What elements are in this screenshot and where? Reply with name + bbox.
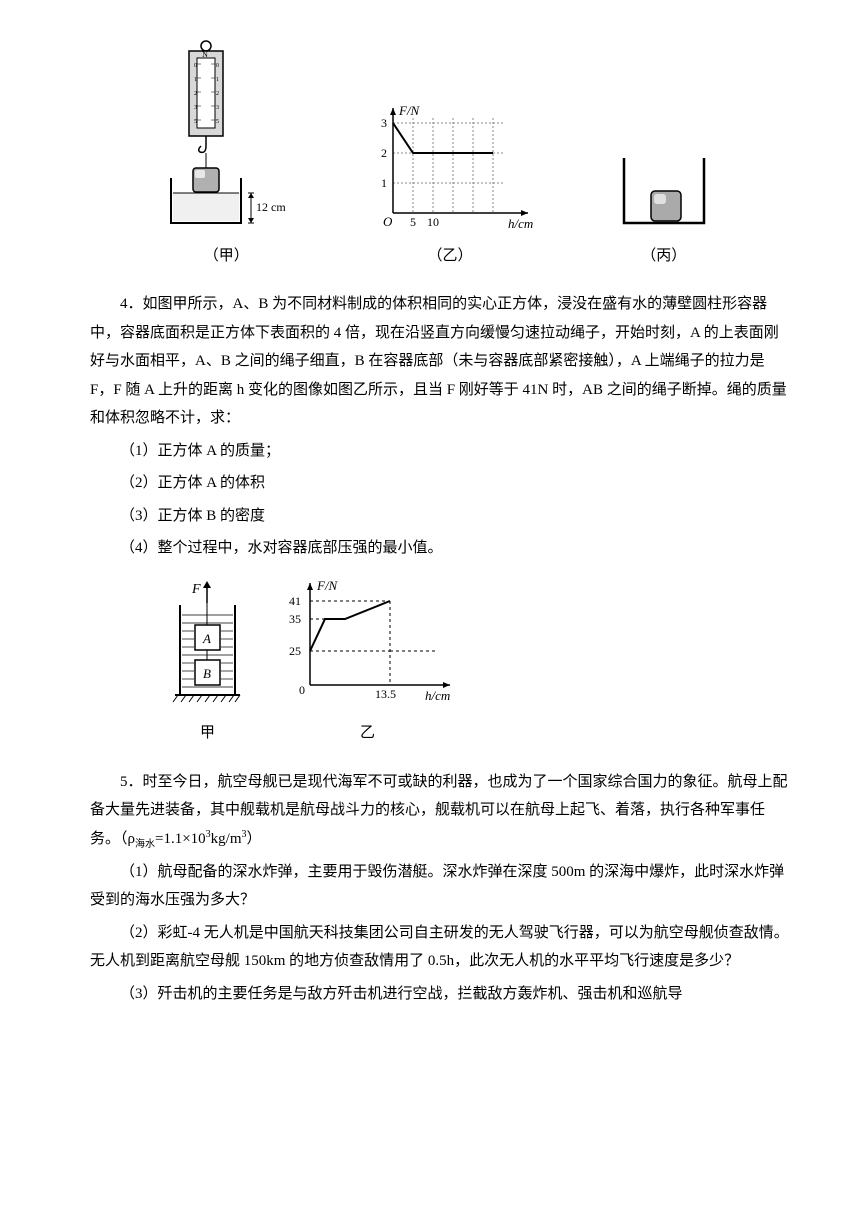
svg-text:10: 10 bbox=[427, 215, 439, 229]
svg-text:2: 2 bbox=[194, 91, 197, 97]
svg-text:25: 25 bbox=[289, 644, 301, 658]
q5-stem-sub: 海水 bbox=[135, 839, 155, 850]
svg-text:41: 41 bbox=[289, 594, 301, 608]
figure-yi-2: F/N h/cm 41 35 25 0 13.5 乙 bbox=[275, 575, 460, 748]
svg-text:0: 0 bbox=[194, 63, 197, 69]
fig-label-jia-1: （甲） bbox=[204, 242, 249, 271]
q5-stem-c: kg/m bbox=[211, 831, 242, 847]
svg-text:3: 3 bbox=[381, 116, 387, 130]
x-axis-label-1: h/cm bbox=[508, 216, 533, 231]
q4-stem: 4．如图甲所示，A、B 为不同材料制成的体积相同的实心正方体，浸没在盛有水的薄壁… bbox=[90, 290, 790, 433]
svg-text:5: 5 bbox=[216, 119, 219, 125]
svg-text:1: 1 bbox=[381, 176, 387, 190]
fig-label-yi-2: 乙 bbox=[360, 719, 375, 748]
svg-text:0: 0 bbox=[216, 63, 219, 69]
svg-text:1: 1 bbox=[216, 77, 219, 83]
fig-label-bing-1: （丙） bbox=[641, 242, 686, 271]
q4-s1: （1）正方体 A 的质量； bbox=[90, 437, 790, 466]
fig-label-yi-1: （乙） bbox=[427, 242, 472, 271]
y-axis-label-2: F/N bbox=[316, 578, 339, 593]
x-tick-135: 13.5 bbox=[375, 687, 396, 701]
svg-text:5: 5 bbox=[410, 215, 416, 229]
svg-text:3: 3 bbox=[194, 105, 197, 111]
figure-bing-1: （丙） bbox=[609, 148, 719, 271]
x-axis-label-2: h/cm bbox=[425, 688, 450, 703]
q5-stem-d: ） bbox=[247, 831, 262, 847]
F-label: F bbox=[191, 582, 201, 597]
container-ab: F A B bbox=[170, 575, 245, 715]
figure-row-1: N 0 0 1 1 2 2 3 3 5 5 bbox=[90, 40, 790, 270]
graph-yi-2: F/N h/cm 41 35 25 0 13.5 bbox=[275, 575, 460, 715]
figure-row-2: F A B bbox=[170, 578, 790, 748]
q4-s3: （3）正方体 B 的密度 bbox=[90, 502, 790, 531]
figure-yi-1: F/N h/cm 1 2 3 O 5 10 （乙） bbox=[363, 103, 538, 271]
scale-unit: N bbox=[202, 50, 208, 59]
figure-jia-1: N 0 0 1 1 2 2 3 3 5 5 bbox=[161, 38, 291, 271]
A-label: A bbox=[202, 631, 211, 646]
figure-jia-2: F A B bbox=[170, 575, 245, 748]
svg-text:1: 1 bbox=[194, 77, 197, 83]
q4-s4: （4）整个过程中，水对容器底部压强的最小值。 bbox=[90, 534, 790, 563]
svg-text:O: O bbox=[383, 214, 393, 229]
q5-s2: （2）彩虹-4 无人机是中国航天科技集团公司自主研发的无人驾驶飞行器，可以为航空… bbox=[90, 919, 790, 976]
svg-text:0: 0 bbox=[299, 683, 305, 697]
q5-s1: （1）航母配备的深水炸弹，主要用于毁伤潜艇。深水炸弹在深度 500m 的深海中爆… bbox=[90, 858, 790, 915]
fig-label-jia-2: 甲 bbox=[200, 719, 215, 748]
container-bing bbox=[609, 148, 719, 238]
svg-text:2: 2 bbox=[216, 91, 219, 97]
height-label: 12 cm bbox=[256, 200, 286, 214]
graph-yi-1: F/N h/cm 1 2 3 O 5 10 bbox=[363, 103, 538, 238]
svg-text:5: 5 bbox=[194, 119, 197, 125]
svg-text:2: 2 bbox=[381, 146, 387, 160]
svg-text:35: 35 bbox=[289, 612, 301, 626]
q5-stem-b: =1.1×10 bbox=[155, 831, 206, 847]
q4-s2: （2）正方体 A 的体积 bbox=[90, 469, 790, 498]
y-axis-label-1: F/N bbox=[398, 103, 421, 118]
spring-scale-diagram: N 0 0 1 1 2 2 3 3 5 5 bbox=[161, 38, 291, 238]
B-label: B bbox=[203, 666, 211, 681]
q5-s3: （3）歼击机的主要任务是与敌方歼击机进行空战，拦截敌方轰炸机、强击机和巡航导 bbox=[90, 980, 790, 1009]
svg-text:3: 3 bbox=[216, 105, 219, 111]
q5-stem: 5．时至今日，航空母舰已是现代海军不可或缺的利器，也成为了一个国家综合国力的象征… bbox=[90, 768, 790, 854]
